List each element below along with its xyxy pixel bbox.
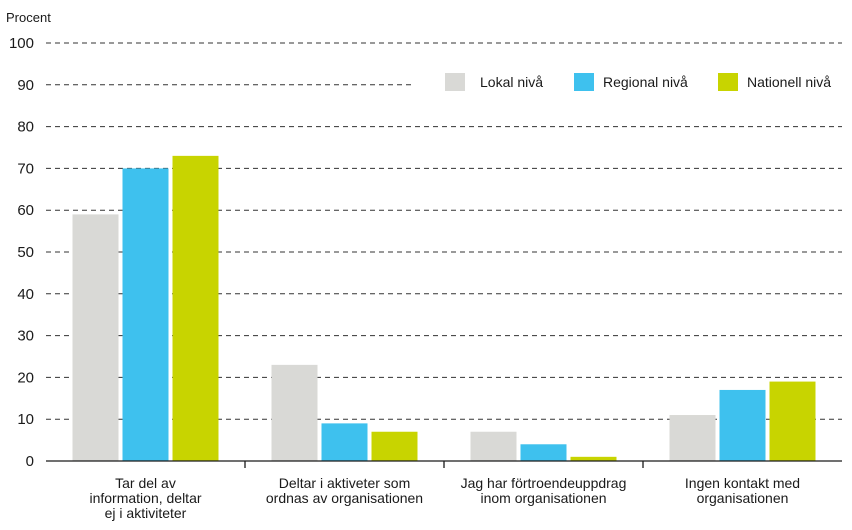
bar	[321, 423, 368, 461]
y-tick-label: 90	[17, 77, 34, 94]
y-tick-label: 100	[9, 35, 34, 52]
x-axis-category-labels: Tar del av information, deltar ej i aktivi…	[89, 475, 800, 521]
bar	[669, 415, 716, 461]
bar	[371, 431, 418, 461]
y-tick-label: 20	[17, 369, 34, 386]
bar	[470, 431, 517, 461]
y-tick-label: 50	[17, 244, 34, 261]
x-axis	[46, 460, 842, 468]
legend: Lokal nivå Regional nivå Nationell nivå	[445, 73, 831, 91]
x-category-label: Jag har förtroendeuppdrag inom organisati…	[461, 475, 627, 506]
x-category-label: Ingen kontakt med organisationen	[685, 475, 800, 506]
y-tick-label: 70	[17, 160, 34, 177]
bar	[72, 214, 119, 461]
bar	[769, 381, 816, 461]
legend-label: Lokal nivå	[480, 74, 543, 90]
legend-label: Nationell nivå	[747, 74, 831, 90]
x-category-label: Tar del av information, deltar ej i aktivi…	[89, 475, 201, 521]
bar	[719, 389, 766, 461]
y-tick-label: 10	[17, 411, 34, 428]
bar	[172, 155, 219, 462]
y-tick-label: 30	[17, 328, 34, 345]
legend-label: Regional nivå	[603, 74, 688, 90]
x-category-label: Deltar i aktiveter som ordnas av organisa…	[266, 475, 423, 506]
y-tick-label: 0	[26, 453, 34, 470]
y-tick-label: 80	[17, 119, 34, 136]
gridlines	[46, 42, 842, 420]
y-axis-tick-labels: 0 10 20 30 40 50 60 70 80 90 100	[9, 35, 34, 470]
bar	[520, 444, 567, 461]
legend-swatch	[574, 73, 594, 91]
bars	[72, 155, 816, 462]
bar	[570, 456, 617, 461]
legend-swatch	[445, 73, 465, 91]
legend-swatch	[718, 73, 738, 91]
y-axis-unit-label: Procent	[6, 10, 51, 25]
y-tick-label: 60	[17, 202, 34, 219]
y-tick-label: 40	[17, 286, 34, 303]
bar	[122, 168, 169, 461]
bar	[271, 364, 318, 461]
